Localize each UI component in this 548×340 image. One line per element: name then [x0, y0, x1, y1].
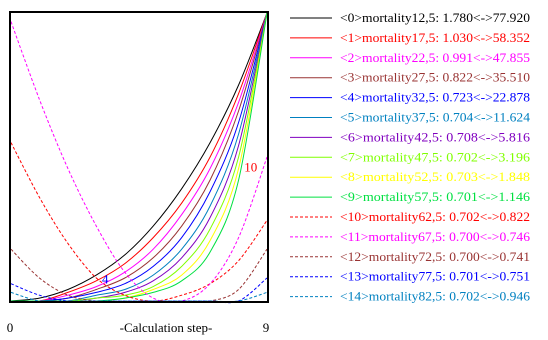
- series-line-10: [10, 142, 268, 302]
- legend: <0>mortality12,5: 1.780<->77.920 <1>morta…: [290, 11, 531, 304]
- legend-label: <5>mortality37,5: 0.704<->11.624: [340, 111, 531, 125]
- legend-item: <3>mortality27,5: 0.822<->35.510: [290, 71, 530, 85]
- legend-item: <4>mortality32,5: 0.723<->22.878: [290, 91, 530, 105]
- series-line-3: [10, 12, 268, 302]
- series-line-9: [10, 12, 268, 302]
- series-line-5: [10, 12, 268, 302]
- legend-label: <11>mortality67,5: 0.700<->0.746: [340, 230, 530, 244]
- legend-item: <12>mortality72,5: 0.700<->0.741: [290, 250, 530, 264]
- legend-label: <12>mortality72,5: 0.700<->0.741: [340, 250, 530, 264]
- legend-item: <11>mortality67,5: 0.700<->0.746: [290, 230, 530, 244]
- legend-item: <14>mortality82,5: 0.702<->0.946: [290, 290, 530, 304]
- legend-label: <6>mortality42,5: 0.708<->5.816: [340, 130, 530, 144]
- legend-item: <13>mortality77,5: 0.701<->0.751: [290, 270, 530, 284]
- legend-label: <1>mortality17,5: 1.030<->58.352: [340, 31, 530, 45]
- legend-item: <7>mortality47,5: 0.702<->3.196: [290, 150, 530, 164]
- legend-label: <0>mortality12,5: 1.780<->77.920: [340, 11, 530, 25]
- legend-item: <5>mortality37,5: 0.704<->11.624: [290, 111, 531, 125]
- x-tick-label: 9: [263, 320, 270, 335]
- legend-item: <0>mortality12,5: 1.780<->77.920: [290, 11, 530, 25]
- legend-label: <7>mortality47,5: 0.702<->3.196: [340, 150, 530, 164]
- series-line-4: [10, 12, 268, 302]
- plot-frame: [9, 11, 269, 303]
- legend-item: <2>mortality22,5: 0.991<->47.855: [290, 51, 530, 65]
- legend-label: <14>mortality82,5: 0.702<->0.946: [340, 290, 530, 304]
- legend-label: <2>mortality22,5: 0.991<->47.855: [340, 51, 530, 65]
- series-line-0: [10, 12, 268, 302]
- legend-label: <10>mortality62,5: 0.702<->0.822: [340, 210, 530, 224]
- legend-label: <8>mortality52,5: 0.703<->1.848: [340, 170, 530, 184]
- series-line-8: [10, 12, 268, 302]
- series-line-2: [10, 12, 268, 302]
- legend-item: <1>mortality17,5: 1.030<->58.352: [290, 31, 530, 45]
- legend-label: <4>mortality32,5: 0.723<->22.878: [340, 91, 530, 105]
- annotations: 10 4: [102, 159, 257, 286]
- legend-label: <9>mortality57,5: 0.701<->1.146: [340, 190, 530, 204]
- series-line-7: [10, 12, 268, 302]
- x-axis-title: -Calculation step-: [120, 320, 213, 335]
- annotation-label: 10: [244, 159, 257, 174]
- x-tick-label: 0: [7, 320, 14, 335]
- legend-item: <10>mortality62,5: 0.702<->0.822: [290, 210, 530, 224]
- legend-item: <8>mortality52,5: 0.703<->1.848: [290, 170, 530, 184]
- series-line-1: [10, 12, 268, 303]
- plot-series: [10, 12, 268, 304]
- annotation-label: 4: [102, 272, 109, 287]
- legend-item: <9>mortality57,5: 0.701<->1.146: [290, 190, 530, 204]
- legend-label: <13>mortality77,5: 0.701<->0.751: [340, 270, 530, 284]
- legend-label: <3>mortality27,5: 0.822<->35.510: [340, 71, 530, 85]
- series-line-11: [10, 21, 268, 303]
- series-line-6: [10, 12, 268, 302]
- legend-item: <6>mortality42,5: 0.708<->5.816: [290, 130, 530, 144]
